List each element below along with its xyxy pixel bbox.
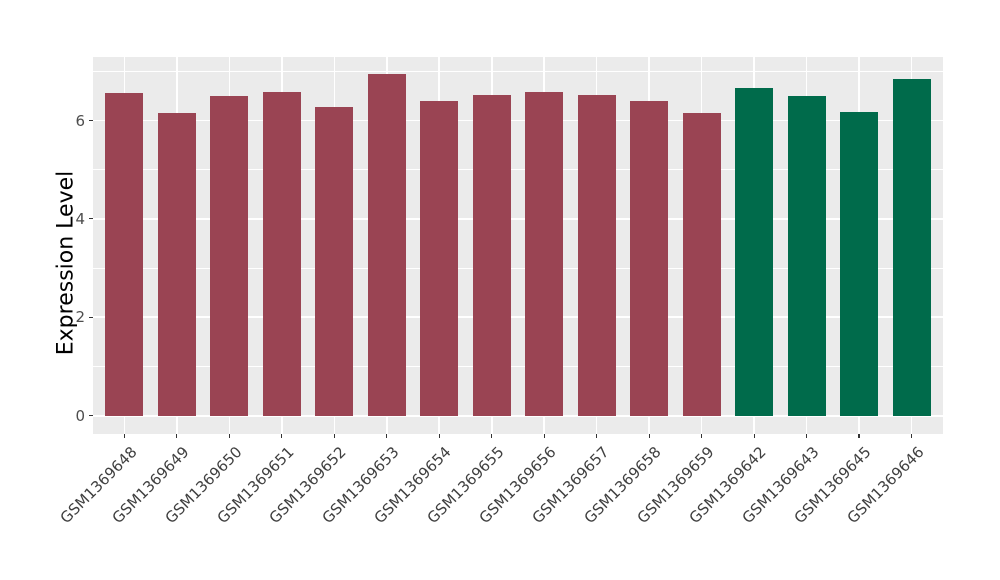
x-tick-mark <box>753 434 755 438</box>
y-axis-title-text: Expression Level <box>53 170 79 356</box>
x-tick-mark <box>228 434 230 438</box>
x-tick-mark <box>596 434 598 438</box>
y-tick-label: 6 <box>75 111 85 130</box>
x-tick-mark <box>910 434 913 438</box>
plot-panel <box>93 57 943 434</box>
gridline-major <box>93 218 943 220</box>
gridline-minor <box>93 169 943 171</box>
gridline-minor <box>93 70 943 72</box>
bar <box>367 74 406 416</box>
bar <box>157 112 196 416</box>
x-tick-mark <box>281 434 283 438</box>
y-tick-mark <box>89 218 93 220</box>
bar <box>682 112 721 416</box>
x-tick-mark <box>701 434 703 438</box>
bar <box>735 88 774 416</box>
bar <box>315 106 354 416</box>
bar <box>892 79 931 416</box>
x-tick-mark <box>438 434 440 438</box>
gridline-minor <box>93 267 943 269</box>
x-tick-mark <box>806 434 808 438</box>
x-tick-mark <box>543 434 545 438</box>
bar <box>840 112 879 416</box>
x-tick-mark <box>123 434 126 438</box>
bar <box>420 100 459 416</box>
y-tick-mark <box>89 415 93 417</box>
x-tick-mark <box>333 434 335 438</box>
x-tick-mark <box>648 434 650 438</box>
bar <box>525 91 564 416</box>
bar <box>630 100 669 416</box>
bar <box>577 95 616 416</box>
x-tick-mark <box>386 434 388 438</box>
bar <box>262 91 301 416</box>
gridline-major <box>93 316 943 319</box>
x-tick-mark <box>491 434 493 438</box>
y-tick-label: 4 <box>75 209 85 228</box>
x-tick-mark <box>858 434 860 438</box>
gridline-minor <box>93 366 943 367</box>
bar <box>472 94 511 416</box>
bar <box>210 95 249 416</box>
bar <box>105 92 144 416</box>
bar <box>787 95 826 416</box>
gridline-major <box>93 414 943 417</box>
y-tick-label: 2 <box>75 308 85 327</box>
gridline-major <box>93 119 943 122</box>
x-tick-mark <box>176 434 178 438</box>
y-tick-mark <box>89 119 93 122</box>
y-tick-label: 0 <box>75 406 85 425</box>
y-tick-mark <box>89 316 93 318</box>
